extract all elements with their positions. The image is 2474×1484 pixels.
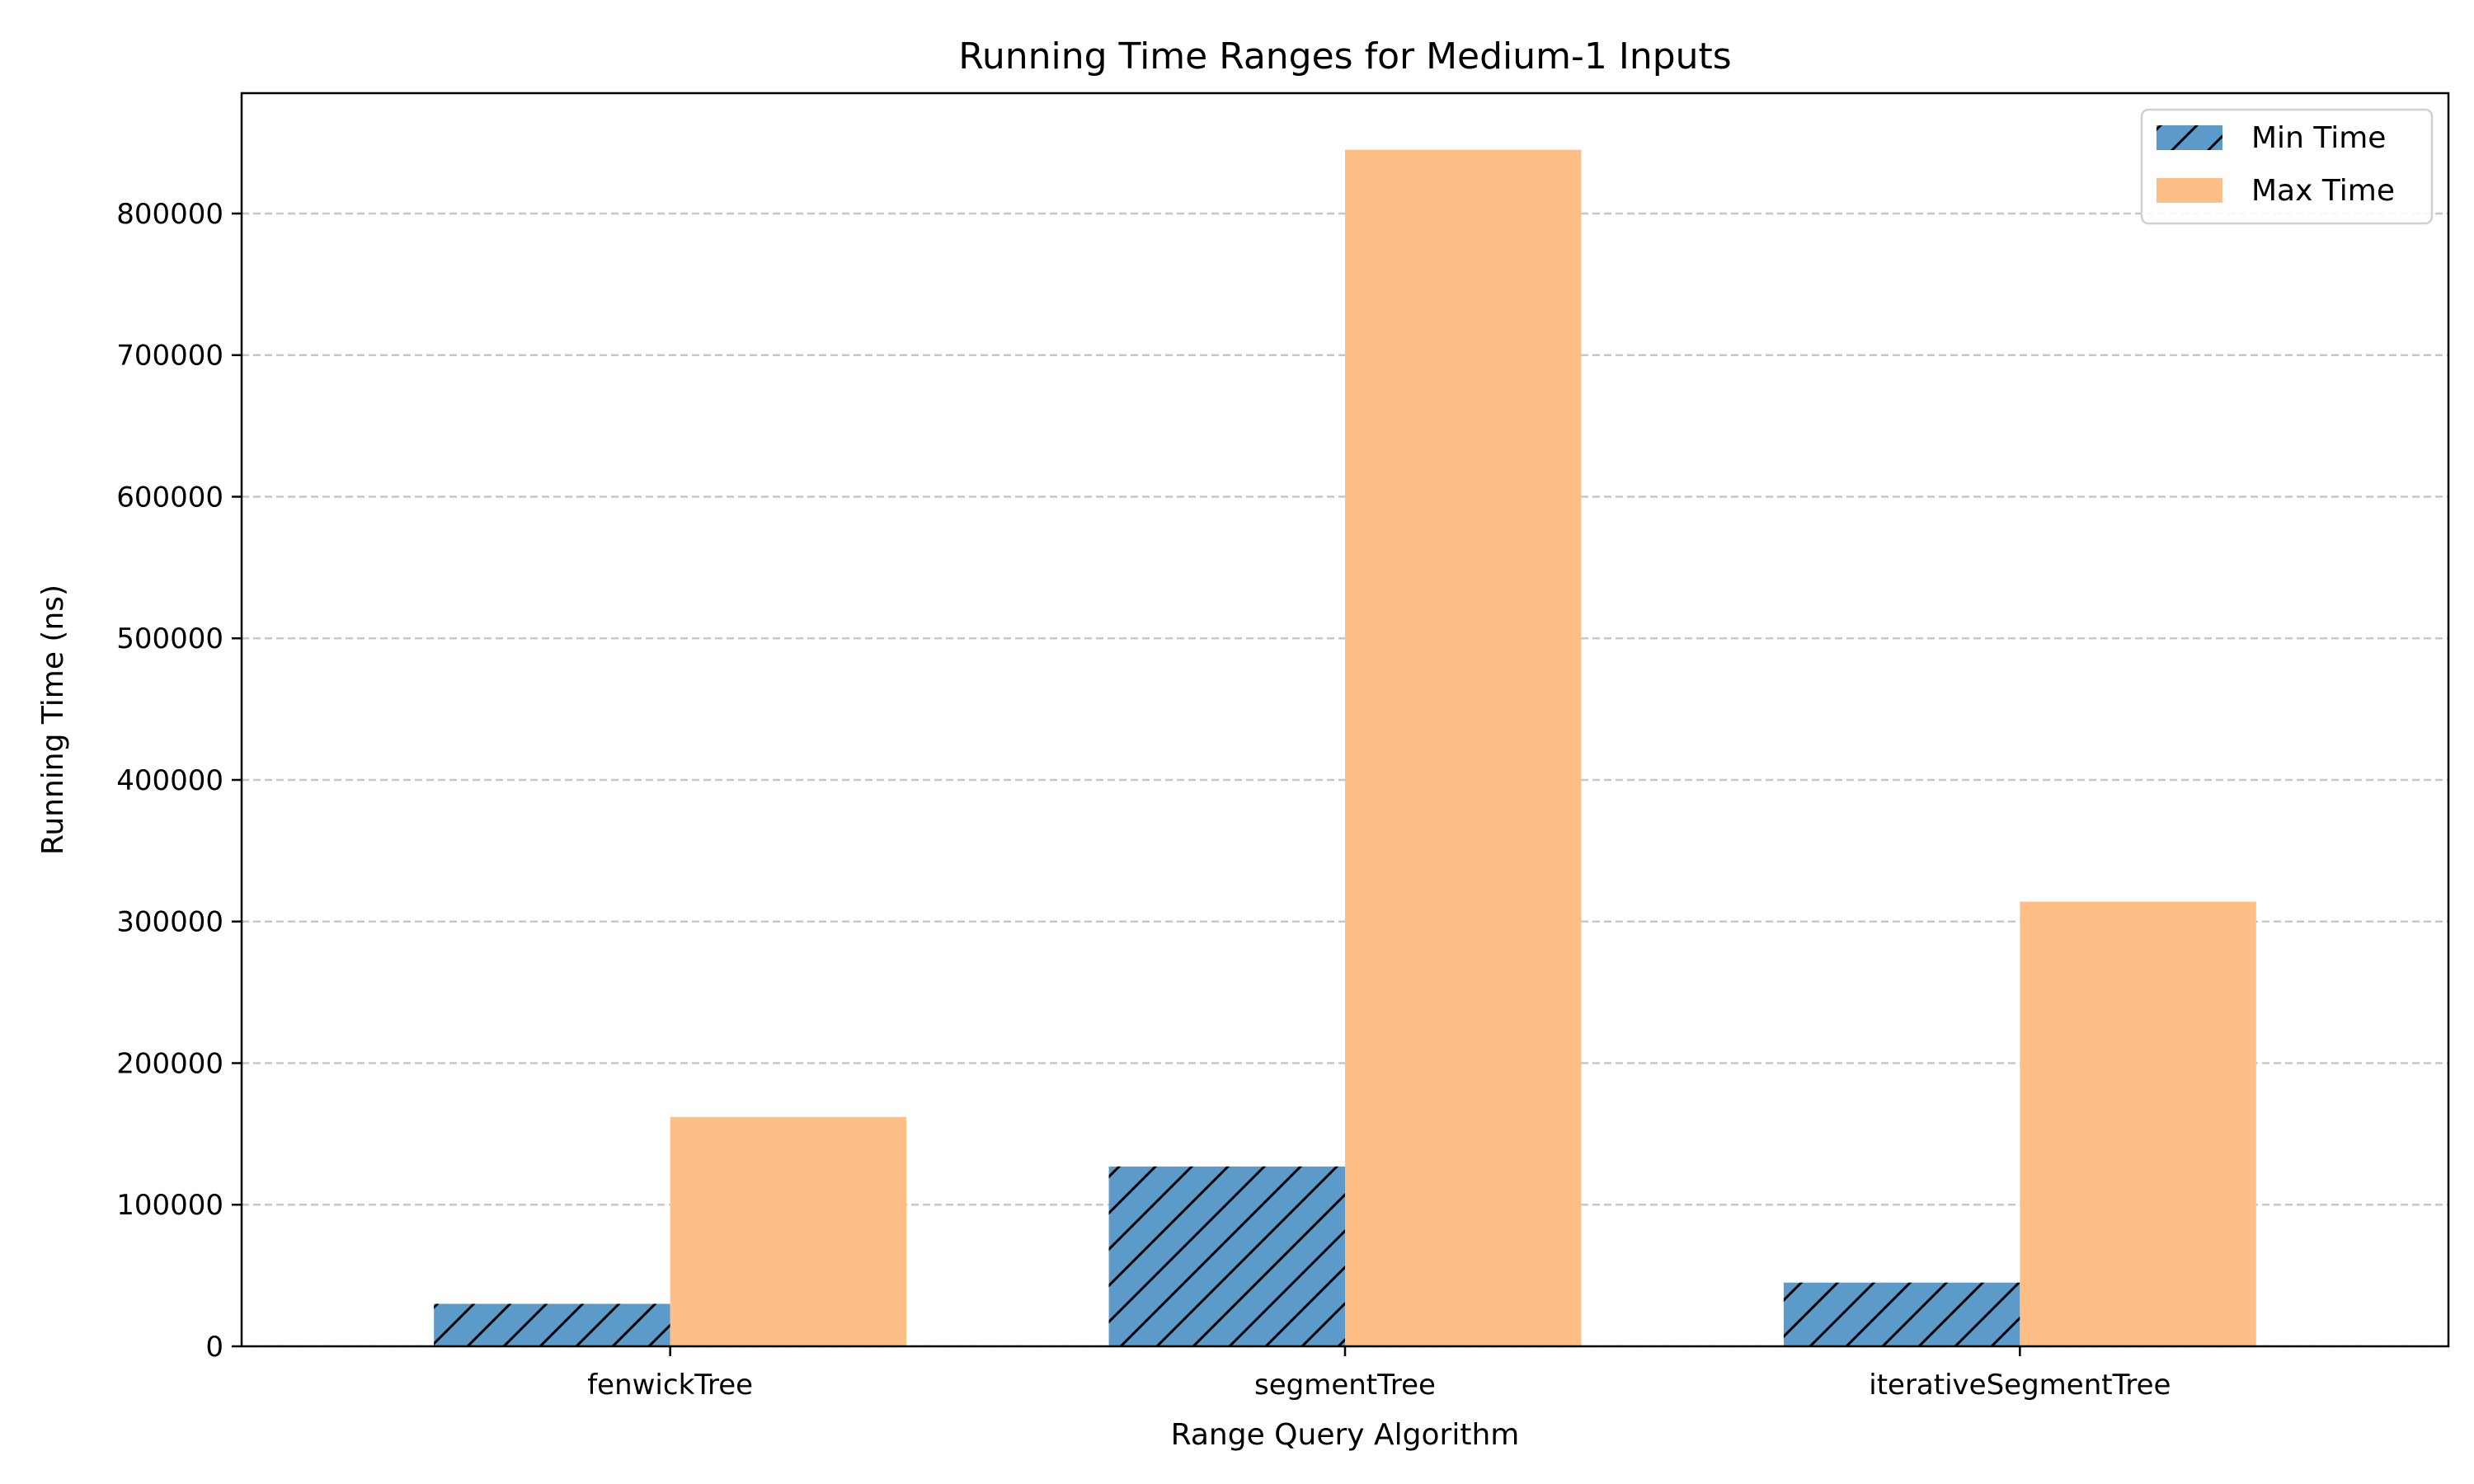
y-tick-label: 700000 — [116, 340, 223, 373]
chart-title: Running Time Ranges for Medium-1 Inputs — [958, 35, 1731, 77]
y-tick-label: 0 — [205, 1331, 223, 1364]
legend-swatch-hatch — [2157, 125, 2222, 150]
bar-hatch — [1108, 1166, 1345, 1346]
x-axis-ticks: fenwickTree segmentTree iterativeSegmentTr… — [587, 1346, 2171, 1402]
y-tick-label: 100000 — [116, 1189, 223, 1222]
legend-swatch — [2157, 178, 2222, 203]
y-axis-ticks: 0 100000 200000 300000 400000 500000 600000 700… — [116, 198, 242, 1364]
bar-max-time — [1345, 149, 1582, 1346]
legend: Min Time Max Time — [2140, 108, 2434, 225]
x-tick-label: fenwickTree — [587, 1369, 753, 1402]
y-tick-label: 800000 — [116, 198, 223, 231]
y-axis-label: Running Time (ns) — [36, 585, 70, 855]
y-tick-label: 400000 — [116, 764, 223, 797]
y-tick-label: 200000 — [116, 1047, 223, 1080]
bar-hatch — [1783, 1282, 2020, 1346]
x-tick-label: iterativeSegmentTree — [1869, 1369, 2171, 1402]
y-tick-label: 300000 — [116, 906, 223, 939]
y-tick-label: 600000 — [116, 481, 223, 514]
bar-max-time — [670, 1116, 907, 1346]
bar-max-time — [2020, 901, 2256, 1346]
bar-hatch — [434, 1303, 670, 1346]
legend-label: Min Time — [2251, 121, 2386, 155]
x-tick-label: segmentTree — [1254, 1369, 1436, 1402]
legend-label: Max Time — [2251, 174, 2395, 208]
y-tick-label: 500000 — [116, 622, 223, 655]
bars — [434, 149, 2256, 1346]
x-axis-label: Range Query Algorithm — [1171, 1418, 1520, 1452]
